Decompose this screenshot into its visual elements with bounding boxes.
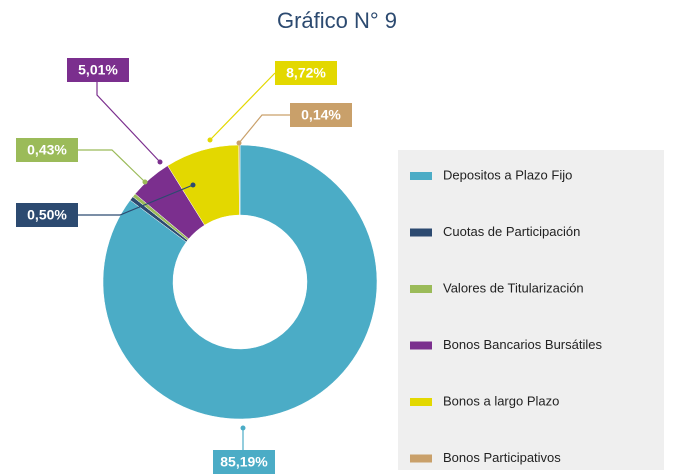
data-label: 0,43%: [27, 142, 67, 158]
data-label: 0,50%: [27, 207, 67, 223]
leader-line: [96, 82, 161, 163]
legend-box: [398, 150, 664, 470]
legend-swatch: [410, 341, 432, 350]
leader-line: [238, 114, 290, 144]
data-label: 5,01%: [78, 62, 118, 78]
legend-label: Cuotas de Participación: [443, 224, 580, 239]
label-box: [16, 138, 78, 162]
legend-swatch: [410, 285, 432, 293]
chart-title: Gráfico N° 9: [277, 8, 397, 33]
label-box: [67, 58, 129, 82]
donut-slice: [102, 144, 378, 420]
leader-line: [78, 184, 194, 216]
data-label: 85,19%: [220, 454, 268, 470]
leader-dot: [142, 179, 148, 185]
label-box: [16, 203, 78, 227]
label-box: [290, 103, 352, 127]
leader-dot: [240, 425, 246, 431]
legend-label: Bonos a largo Plazo: [443, 393, 559, 408]
label-box: [213, 450, 275, 474]
legend-label: Bonos Bancarios Bursátiles: [443, 337, 602, 352]
legend-swatch: [410, 228, 432, 237]
leader-dot: [157, 159, 163, 165]
legend-swatch: [410, 454, 432, 463]
leader-dot: [190, 182, 196, 188]
legend-label: Valores de Titularización: [443, 280, 584, 295]
legend-label: Depositos a Plazo Fijo: [443, 167, 572, 182]
leader-dot: [207, 137, 213, 143]
leader-dot: [236, 140, 242, 146]
legend-swatch: [410, 398, 432, 406]
label-box: [275, 61, 337, 85]
legend-label: Bonos Participativos: [443, 450, 561, 465]
legend-swatch: [410, 172, 432, 180]
leader-line: [78, 149, 146, 183]
leader-line: [209, 72, 276, 141]
data-label: 8,72%: [286, 65, 326, 81]
data-label: 0,14%: [301, 107, 341, 123]
